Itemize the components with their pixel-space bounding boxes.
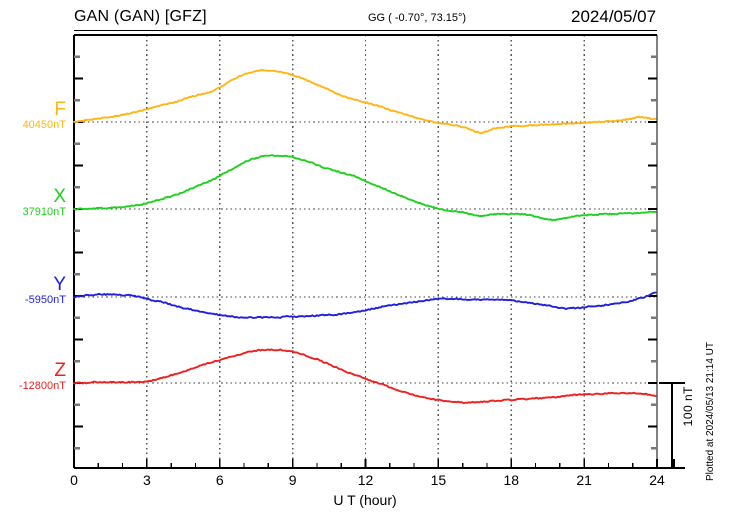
x-tick-label-9: 9 <box>288 472 297 488</box>
component-label-f: F 40450nT <box>2 100 66 132</box>
component-letter-f: F <box>54 99 66 120</box>
station-title: GAN (GAN) [GFZ] <box>74 8 207 25</box>
component-curves <box>73 68 657 405</box>
scale-bar <box>659 382 685 469</box>
plotted-at-timestamp: Plotted at 2024/05/13 21:14 UT <box>705 342 716 481</box>
x-tick-label-0: 0 <box>70 472 78 488</box>
header-divider <box>74 30 657 31</box>
plot-frame <box>73 34 675 469</box>
component-baseline-z: -12800nT <box>18 380 66 392</box>
component-label-z: Z -12800nT <box>2 361 66 393</box>
component-baseline-x: 37910nT <box>22 206 66 218</box>
geographic-coordinates: GG ( -0.70°, 73.15°) <box>368 12 467 24</box>
x-tick-label-6: 6 <box>215 472 224 488</box>
component-letter-x: X <box>53 186 66 207</box>
component-letter-z: Z <box>54 360 66 381</box>
component-letter-y: Y <box>53 274 66 295</box>
x-tick-label-21: 21 <box>576 472 592 488</box>
x-axis-title: U T (hour) <box>333 492 397 508</box>
grid-layer <box>74 35 657 468</box>
x-tick-label-15: 15 <box>430 472 447 488</box>
date-label: 2024/05/07 <box>571 7 657 26</box>
component-label-x: X 37910nT <box>2 187 66 219</box>
x-tick-label-12: 12 <box>357 472 374 488</box>
component-label-y: Y -5950nT <box>2 275 66 307</box>
scale-bar-caption: 100 nT <box>681 386 695 427</box>
component-baseline-y: -5950nT <box>25 294 66 306</box>
x-tick-label-18: 18 <box>503 472 520 488</box>
component-baseline-f: 40450nT <box>22 119 66 131</box>
x-tick-label-24: 24 <box>649 472 665 488</box>
x-tick-label-3: 3 <box>142 472 151 488</box>
